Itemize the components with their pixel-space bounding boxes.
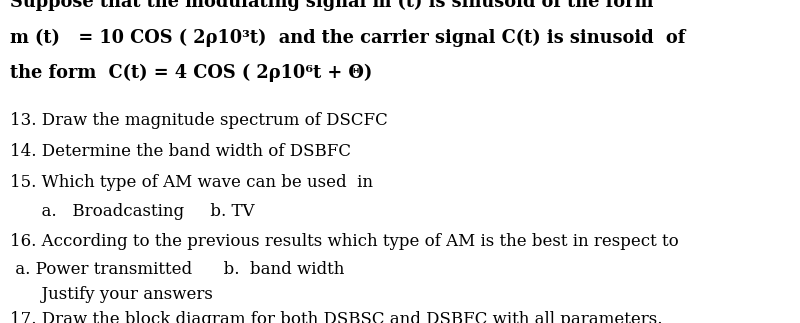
Text: 17. Draw the block diagram for both DSBSC and DSBFC with all parameters.: 17. Draw the block diagram for both DSBS… xyxy=(10,311,662,323)
Text: Suppose that the modulating signal m (t) is sinusoid of the form: Suppose that the modulating signal m (t)… xyxy=(10,0,653,11)
Text: m (t)   = 10 COS ( 2ρ10³t)  and the carrier signal C(t) is sinusoid  of: m (t) = 10 COS ( 2ρ10³t) and the carrier… xyxy=(10,28,685,47)
Text: 13. Draw the magnitude spectrum of DSCFC: 13. Draw the magnitude spectrum of DSCFC xyxy=(10,112,387,129)
Text: 16. According to the previous results which type of AM is the best in respect to: 16. According to the previous results wh… xyxy=(10,233,678,250)
Text: 15. Which type of AM wave can be used  in: 15. Which type of AM wave can be used in xyxy=(10,173,373,191)
Text: Justify your answers: Justify your answers xyxy=(10,286,213,303)
Text: a.   Broadcasting     b. TV: a. Broadcasting b. TV xyxy=(10,203,254,220)
Text: the form  C(t) = 4 COS ( 2ρ10⁶t + Θ): the form C(t) = 4 COS ( 2ρ10⁶t + Θ) xyxy=(10,64,372,82)
Text: a. Power transmitted      b.  band width: a. Power transmitted b. band width xyxy=(10,261,344,278)
Text: 14. Determine the band width of DSBFC: 14. Determine the band width of DSBFC xyxy=(10,143,350,160)
